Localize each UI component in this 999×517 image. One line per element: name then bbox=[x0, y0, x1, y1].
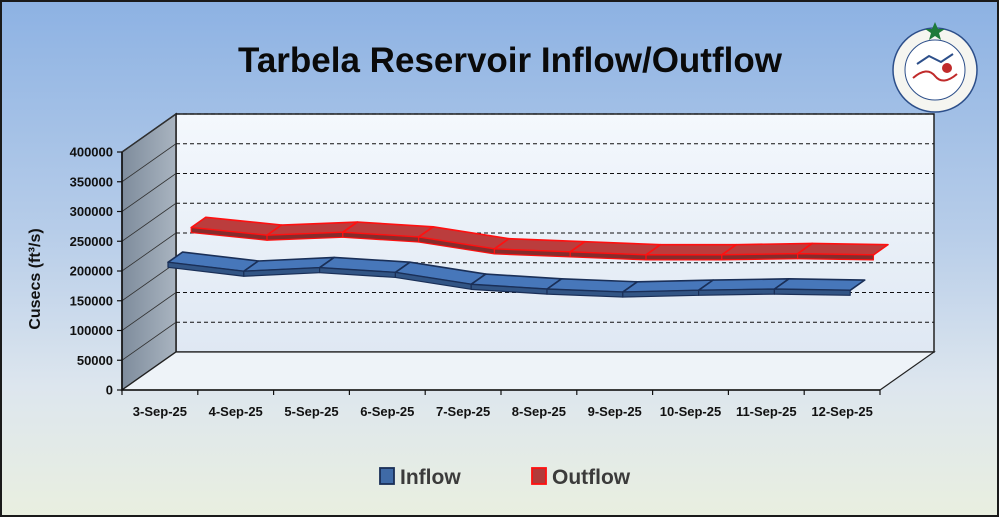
side-gridline bbox=[121, 113, 177, 153]
x-tick-label: 10-Sep-25 bbox=[660, 404, 721, 419]
series-outflow-segment bbox=[796, 242, 889, 256]
x-tick-label: 9-Sep-25 bbox=[588, 404, 642, 419]
y-tick-label: 50000 bbox=[77, 353, 113, 368]
x-tick-label: 5-Sep-25 bbox=[284, 404, 338, 419]
y-tick-label: 250000 bbox=[70, 234, 113, 249]
side-gridline bbox=[121, 262, 177, 302]
side-gridline bbox=[121, 143, 177, 183]
plot-area: 0 50000 100000 150000 200000 250000 300000 3500… bbox=[27, 112, 936, 489]
series-inflow-front-edge bbox=[773, 288, 851, 296]
x-tick-label: 3-Sep-25 bbox=[133, 404, 187, 419]
y-tick-label: 300000 bbox=[70, 204, 113, 219]
x-tick-label: 4-Sep-25 bbox=[209, 404, 263, 419]
y-tick-label: 0 bbox=[106, 383, 113, 398]
legend-swatch-inflow bbox=[379, 467, 395, 485]
seal-inner-ring bbox=[904, 39, 966, 101]
y-axis-label: Cusecs (ft³/s) bbox=[27, 228, 44, 329]
x-tick-label: 7-Sep-25 bbox=[436, 404, 490, 419]
side-gridline bbox=[121, 292, 177, 331]
x-tick-label: 8-Sep-25 bbox=[512, 404, 566, 419]
legend-label-inflow: Inflow bbox=[400, 466, 461, 489]
series-inflow-segment bbox=[773, 278, 866, 292]
x-tick-label: 6-Sep-25 bbox=[360, 404, 414, 419]
series-outflow-front-edge bbox=[721, 253, 799, 261]
x-tick-label: 11-Sep-25 bbox=[736, 404, 797, 419]
seal-sun bbox=[942, 63, 952, 73]
y-tick-label: 400000 bbox=[70, 145, 113, 160]
legend-label-outflow: Outflow bbox=[552, 466, 631, 489]
y-tick-label: 350000 bbox=[70, 174, 113, 189]
y-tick-label: 200000 bbox=[70, 264, 113, 279]
pakistan-meteorological-department-seal-icon bbox=[892, 22, 978, 113]
side-gridline bbox=[121, 321, 177, 361]
side-gridline bbox=[121, 202, 177, 242]
series-outflow-front-edge bbox=[797, 253, 875, 261]
chart-title: Tarbela Reservoir Inflow/Outflow bbox=[238, 41, 783, 80]
side-gridline bbox=[121, 173, 177, 212]
seal-wave bbox=[912, 70, 958, 82]
seal-star bbox=[925, 22, 945, 40]
y-tick-label: 150000 bbox=[70, 293, 113, 308]
legend-swatch-outflow bbox=[531, 467, 547, 485]
side-gridline bbox=[121, 232, 177, 272]
y-tick-label: 100000 bbox=[70, 323, 113, 338]
floor bbox=[120, 351, 936, 391]
seal-mountains bbox=[916, 53, 954, 65]
series-inflow-front-edge bbox=[622, 289, 700, 298]
x-tick-label: 12-Sep-25 bbox=[811, 404, 872, 419]
series-outflow-front-edge bbox=[645, 254, 723, 261]
series-inflow-front-edge bbox=[697, 288, 776, 296]
